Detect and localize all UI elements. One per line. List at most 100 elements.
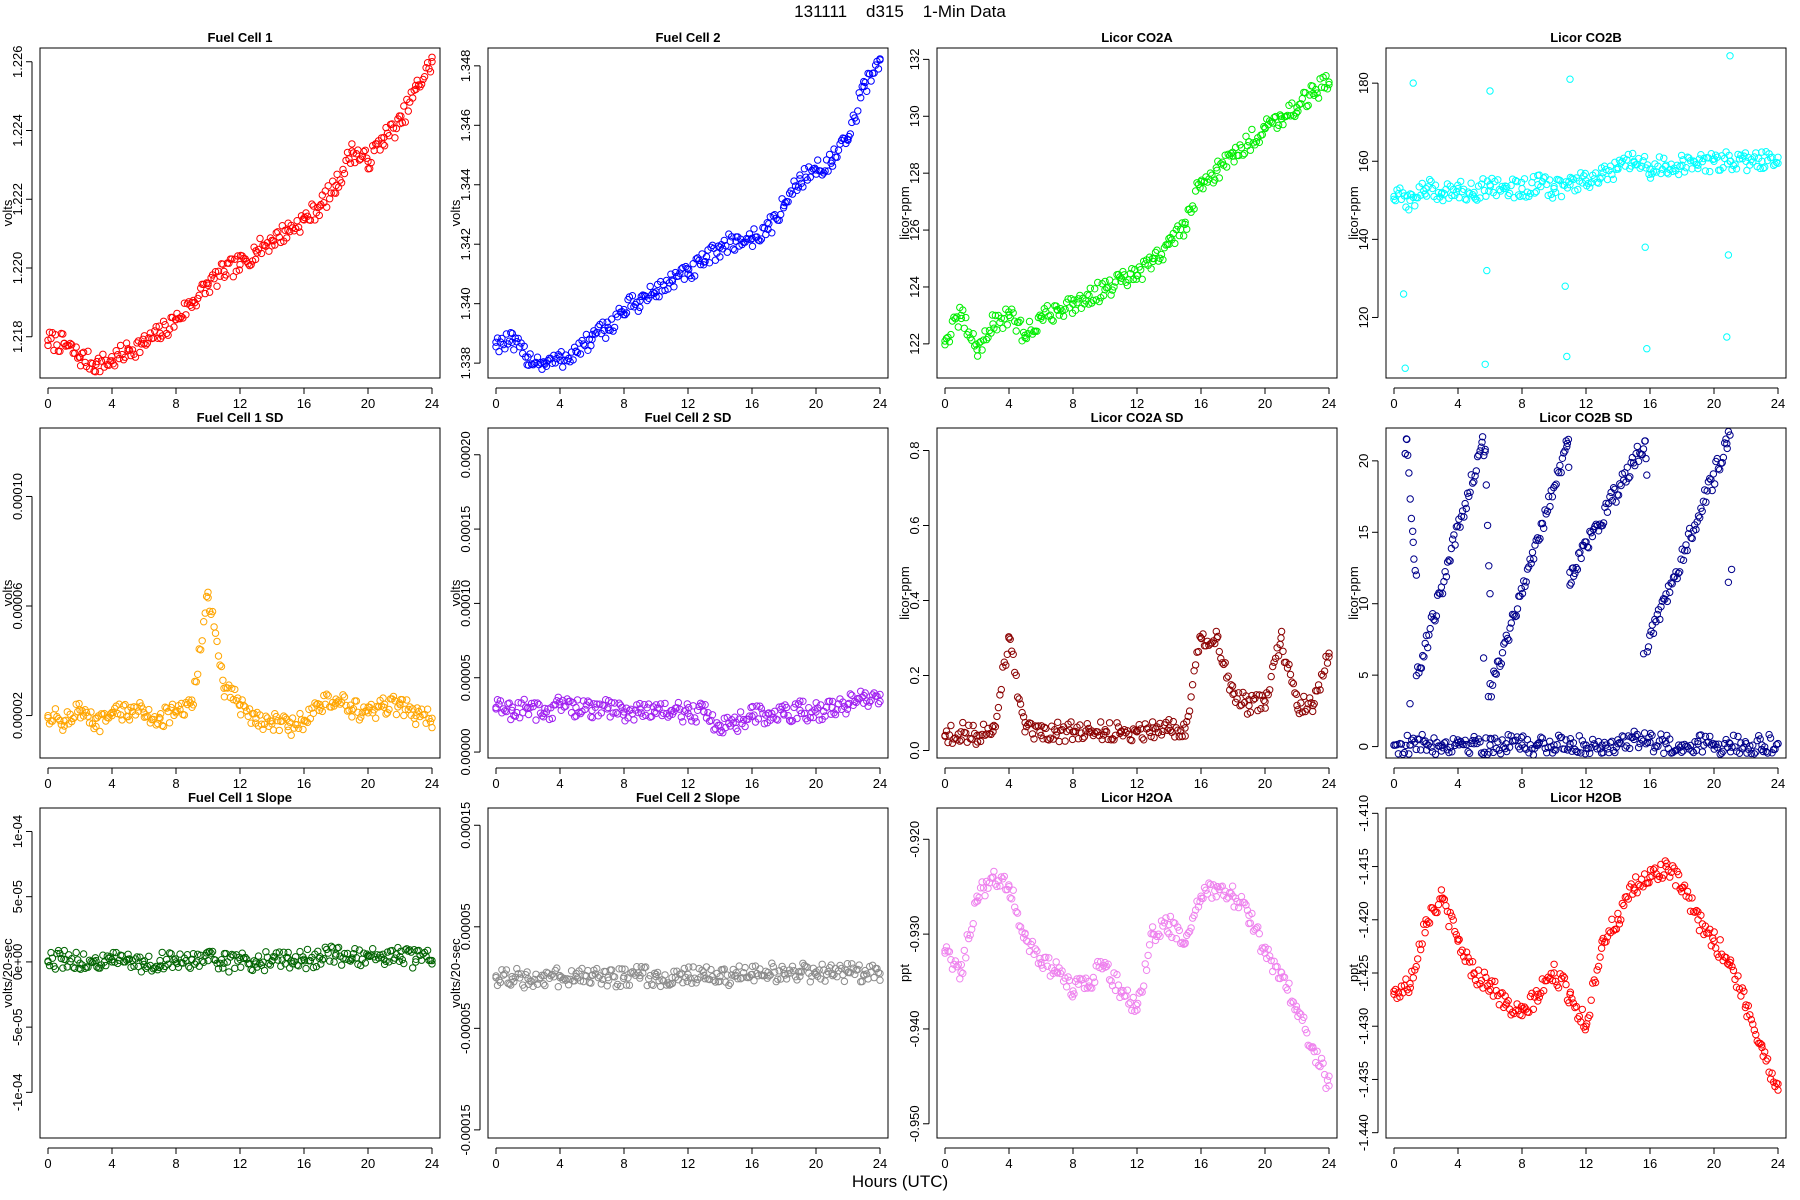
point-fuel-cell-1 bbox=[253, 249, 261, 257]
point-licor-co2b-sd bbox=[1485, 748, 1493, 756]
x-tick-label: 4 bbox=[1005, 1156, 1012, 1171]
x-tick-label: 12 bbox=[1579, 776, 1593, 791]
point-fuel-cell-2-slope bbox=[642, 963, 650, 971]
y-tick-label: 0.00000 bbox=[458, 729, 473, 776]
point-licor-co2b-sd bbox=[1461, 736, 1469, 744]
point-licor-co2b bbox=[1421, 190, 1429, 198]
point-licor-co2b-sd bbox=[1611, 748, 1619, 757]
y-tick-label: 0.0 bbox=[907, 741, 922, 759]
point-fuel-cell-2-slope bbox=[622, 981, 631, 989]
point-licor-co2b-sd-outliers bbox=[1481, 448, 1489, 456]
point-fuel-cell-2 bbox=[731, 246, 739, 254]
point-fuel-cell-1 bbox=[236, 260, 244, 269]
point-licor-co2b-sd bbox=[1731, 743, 1739, 751]
point-fuel-cell-1-sd bbox=[383, 709, 392, 717]
point-licor-co2a-sd bbox=[1024, 720, 1032, 729]
point-licor-h2ob bbox=[1594, 962, 1603, 971]
point-fuel-cell-1 bbox=[309, 202, 318, 210]
point-fuel-cell-1-sd bbox=[210, 623, 218, 631]
point-fuel-cell-2-sd bbox=[587, 713, 595, 721]
point-fuel-cell-1-slope bbox=[189, 950, 198, 958]
point-licor-h2oa bbox=[1123, 986, 1132, 994]
point-licor-co2a bbox=[1008, 305, 1016, 313]
point-licor-co2b-outliers bbox=[1641, 243, 1649, 251]
point-licor-co2b bbox=[1749, 158, 1757, 166]
point-licor-co2a-sd bbox=[1113, 719, 1121, 727]
point-fuel-cell-2-sd bbox=[535, 700, 543, 709]
point-licor-co2a-sd bbox=[1264, 691, 1272, 699]
point-licor-co2b-outliers bbox=[1563, 352, 1571, 361]
point-licor-co2b bbox=[1649, 168, 1658, 176]
point-licor-h2ob bbox=[1629, 890, 1637, 898]
y-tick-label: -0.00015 bbox=[458, 1104, 473, 1155]
point-licor-co2b-sd-outliers bbox=[1698, 507, 1706, 515]
point-fuel-cell-2-sd bbox=[846, 690, 854, 698]
point-licor-co2b-sd-outliers bbox=[1603, 508, 1612, 516]
point-licor-co2b-sd bbox=[1761, 743, 1769, 751]
point-fuel-cell-2 bbox=[797, 179, 806, 188]
point-licor-h2ob bbox=[1448, 912, 1456, 920]
point-licor-co2b bbox=[1673, 161, 1681, 170]
point-fuel-cell-1-slope bbox=[323, 945, 331, 954]
point-fuel-cell-1-sd bbox=[213, 637, 221, 646]
point-licor-co2b-sd-outliers bbox=[1500, 640, 1508, 648]
point-licor-co2a bbox=[1099, 291, 1108, 300]
point-licor-h2ob bbox=[1445, 922, 1453, 931]
point-fuel-cell-1 bbox=[388, 120, 396, 128]
point-fuel-cell-1-slope bbox=[275, 948, 283, 956]
x-tick-label: 20 bbox=[361, 1156, 375, 1171]
point-fuel-cell-1-sd bbox=[72, 700, 80, 708]
point-fuel-cell-1-slope bbox=[130, 962, 138, 970]
point-fuel-cell-1-sd bbox=[318, 707, 326, 716]
point-licor-co2a-sd bbox=[956, 737, 964, 745]
point-licor-co2b-sd-outliers bbox=[1723, 444, 1731, 453]
point-licor-co2a bbox=[1314, 94, 1323, 102]
x-tick-label: 0 bbox=[44, 776, 51, 791]
point-fuel-cell-2 bbox=[729, 245, 737, 253]
point-fuel-cell-1 bbox=[343, 148, 352, 157]
y-tick-label: 0.8 bbox=[907, 441, 922, 459]
y-axis-label: volts/20-sec bbox=[448, 938, 463, 1008]
point-licor-co2b bbox=[1594, 179, 1603, 187]
point-licor-co2a bbox=[1196, 184, 1204, 192]
point-fuel-cell-2-sd bbox=[607, 698, 616, 707]
point-licor-h2oa bbox=[945, 948, 954, 956]
point-licor-co2b-sd bbox=[1660, 749, 1668, 757]
point-licor-co2b bbox=[1732, 165, 1741, 173]
point-fuel-cell-2-slope bbox=[619, 974, 628, 982]
point-licor-h2oa bbox=[1045, 954, 1053, 962]
point-licor-co2a-sd bbox=[996, 691, 1004, 699]
point-licor-co2b-sd-outliers bbox=[1641, 437, 1649, 445]
point-licor-co2a-sd bbox=[1184, 712, 1192, 721]
point-licor-co2b bbox=[1643, 161, 1652, 169]
point-licor-co2a bbox=[1094, 278, 1102, 287]
point-licor-co2b-sd-outliers bbox=[1546, 502, 1554, 511]
point-licor-co2b bbox=[1520, 175, 1529, 183]
plot-frame bbox=[39, 427, 441, 759]
point-licor-co2a-sd bbox=[941, 732, 949, 740]
point-fuel-cell-1-sd bbox=[220, 693, 229, 701]
point-licor-h2oa bbox=[1273, 962, 1281, 971]
point-licor-co2b-outliers bbox=[1401, 364, 1409, 372]
point-licor-h2oa bbox=[1145, 941, 1154, 949]
point-licor-co2a bbox=[1117, 277, 1125, 285]
point-fuel-cell-2 bbox=[587, 341, 595, 350]
y-tick-label: 160 bbox=[1356, 150, 1371, 172]
point-licor-co2a bbox=[1003, 321, 1011, 329]
point-licor-co2b-sd-outliers bbox=[1467, 471, 1476, 479]
point-fuel-cell-2-slope bbox=[794, 968, 803, 976]
point-fuel-cell-1-slope bbox=[74, 956, 82, 964]
y-axis-label: licor-ppm bbox=[897, 186, 912, 239]
point-licor-co2a-sd bbox=[1125, 730, 1133, 738]
y-tick-label: 1.344 bbox=[458, 168, 473, 201]
point-fuel-cell-2 bbox=[572, 347, 580, 356]
y-tick-label: 0.2 bbox=[907, 666, 922, 684]
point-licor-co2a bbox=[1137, 266, 1145, 274]
point-fuel-cell-1 bbox=[331, 189, 340, 197]
point-licor-co2a-sd bbox=[1013, 693, 1022, 701]
point-licor-h2ob bbox=[1614, 909, 1622, 918]
point-licor-co2b-sd-outliers bbox=[1479, 654, 1488, 662]
